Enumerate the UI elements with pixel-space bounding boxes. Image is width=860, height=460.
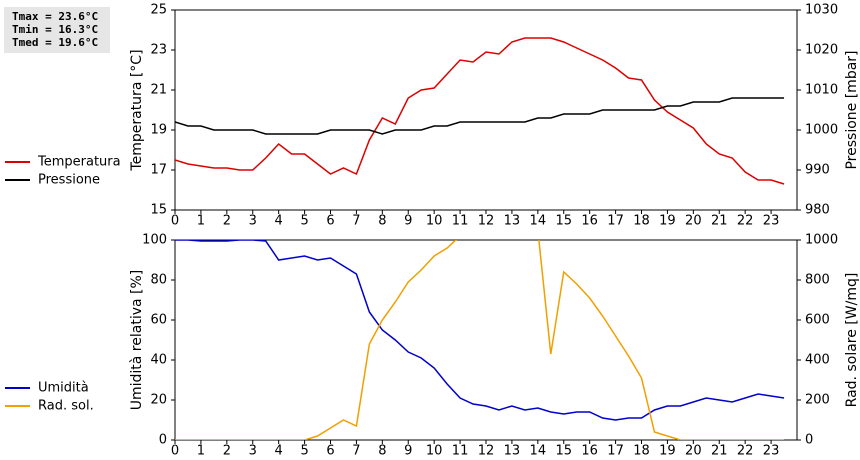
stats-text: Tmed = 19.6°C [12,36,98,49]
x-tick-label: 8 [378,214,386,229]
data-line [175,240,785,421]
x-tick-label: 17 [607,444,624,459]
y-tick-label: 15 [150,203,167,218]
data-line [175,97,785,135]
y-tick-label: 19 [150,123,167,138]
x-tick-label: 15 [555,214,572,229]
x-tick-label: 0 [171,444,179,459]
y2-tick-label: 1000 [805,233,838,248]
y-tick-label: 60 [150,313,167,328]
y2-tick-label: 1000 [805,123,838,138]
x-tick-label: 2 [223,444,231,459]
stats-box [4,7,110,53]
x-tick-label: 10 [426,444,443,459]
x-tick-label: 22 [737,214,754,229]
x-tick-label: 23 [763,444,780,459]
x-tick-label: 9 [404,214,412,229]
y2-axis-label: Pressione [mbar] [844,50,860,169]
y-tick-label: 0 [159,433,167,448]
y2-tick-label: 990 [805,163,830,178]
x-tick-label: 12 [478,214,495,229]
legend-label: Rad. sol. [38,399,94,414]
y-tick-label: 21 [150,83,167,98]
x-tick-label: 0 [171,214,179,229]
y2-tick-label: 200 [805,393,830,408]
x-tick-label: 19 [659,444,676,459]
y-tick-label: 23 [150,43,167,58]
y-tick-label: 80 [150,273,167,288]
x-tick-label: 5 [300,214,308,229]
x-tick-label: 3 [249,214,257,229]
y-tick-label: 17 [150,163,167,178]
x-tick-label: 19 [659,214,676,229]
x-tick-label: 6 [326,214,334,229]
y2-axis-label: Rad. solare [W/mq] [844,273,860,408]
x-tick-label: 21 [711,214,728,229]
y2-tick-label: 400 [805,353,830,368]
x-tick-label: 13 [504,444,521,459]
x-tick-label: 7 [352,214,360,229]
x-tick-label: 20 [685,444,702,459]
y-tick-label: 20 [150,393,167,408]
x-tick-label: 14 [530,214,547,229]
x-tick-label: 16 [581,214,598,229]
x-tick-label: 16 [581,444,598,459]
legend-label: Umidità [38,381,89,396]
x-tick-label: 20 [685,214,702,229]
y-tick-label: 40 [150,353,167,368]
x-tick-label: 8 [378,444,386,459]
y2-tick-label: 1030 [805,3,838,18]
x-tick-label: 21 [711,444,728,459]
x-tick-label: 1 [197,444,205,459]
y-tick-label: 25 [150,3,167,18]
plot-area [174,239,798,441]
x-tick-label: 11 [452,214,469,229]
x-tick-label: 11 [452,444,469,459]
y2-tick-label: 1010 [805,83,838,98]
legend-label: Temperatura [37,155,121,170]
x-tick-label: 2 [223,214,231,229]
x-tick-label: 17 [607,214,624,229]
x-tick-label: 9 [404,444,412,459]
plot-area [174,9,798,211]
x-tick-label: 23 [763,214,780,229]
y2-tick-label: 0 [805,433,813,448]
stats-text: Tmin = 16.3°C [12,23,98,36]
y2-tick-label: 800 [805,273,830,288]
x-tick-label: 22 [737,444,754,459]
x-tick-label: 4 [275,214,283,229]
data-line [175,37,785,185]
legend-label: Pressione [38,173,100,188]
y-axis-label: Umidità relativa [%] [129,270,145,411]
y2-tick-label: 1020 [805,43,838,58]
stats-text: Tmax = 23.6°C [12,10,98,23]
x-tick-label: 4 [275,444,283,459]
x-tick-label: 10 [426,214,443,229]
x-tick-label: 12 [478,444,495,459]
x-tick-label: 5 [300,444,308,459]
x-tick-label: 6 [326,444,334,459]
y2-tick-label: 980 [805,203,830,218]
x-tick-label: 18 [633,444,650,459]
x-tick-label: 14 [530,444,547,459]
x-tick-label: 18 [633,214,650,229]
x-tick-label: 7 [352,444,360,459]
x-tick-label: 3 [249,444,257,459]
data-line [175,240,785,440]
y2-tick-label: 600 [805,313,830,328]
x-tick-label: 1 [197,214,205,229]
x-tick-label: 15 [555,444,572,459]
y-axis-label: Temperatura [°C] [129,49,145,171]
x-tick-label: 13 [504,214,521,229]
y-tick-label: 100 [142,233,167,248]
